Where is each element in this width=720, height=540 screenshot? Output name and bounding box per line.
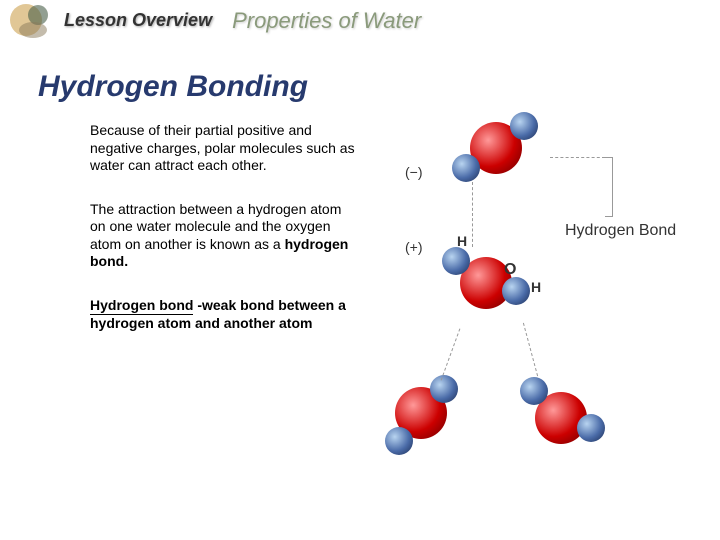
hydrogen-atom — [385, 427, 413, 455]
header-decoration-icon — [8, 0, 58, 42]
o-label: O — [504, 261, 516, 279]
lesson-overview-label: Lesson Overview — [64, 10, 212, 31]
hydrogen-bond-line — [441, 328, 461, 380]
molecule-diagram: H O H (−) (+) Hydrogen Bond — [370, 122, 710, 502]
hydrogen-atom — [520, 377, 548, 405]
charge-neg: (−) — [405, 164, 423, 180]
hydrogen-atom — [430, 375, 458, 403]
hydrogen-atom — [442, 247, 470, 275]
paragraph-3-term: Hydrogen bond — [90, 297, 193, 316]
paragraph-1: Because of their partial positive and ne… — [90, 122, 360, 175]
text-column: Because of their partial positive and ne… — [90, 122, 370, 502]
hydrogen-atom — [452, 154, 480, 182]
hydrogen-bond-line — [550, 157, 605, 158]
h-label: H — [531, 279, 541, 295]
content-area: Because of their partial positive and ne… — [0, 122, 720, 502]
hydrogen-bond-label: Hydrogen Bond — [565, 222, 676, 240]
paragraph-3: Hydrogen bond -weak bond between a hydro… — [90, 297, 360, 333]
charge-pos: (+) — [405, 239, 423, 255]
properties-title: Properties of Water — [232, 8, 421, 34]
hydrogen-atom — [510, 112, 538, 140]
header: Lesson Overview Properties of Water — [0, 0, 720, 42]
hydrogen-bond-line — [472, 182, 473, 247]
hydrogen-atom — [577, 414, 605, 442]
hydrogen-bond-line — [523, 323, 538, 376]
section-title: Hydrogen Bonding — [38, 70, 720, 104]
paragraph-2: The attraction between a hydrogen atom o… — [90, 201, 360, 271]
h-label: H — [457, 233, 467, 249]
hydrogen-bond-indicator — [605, 157, 613, 217]
hydrogen-atom — [502, 277, 530, 305]
